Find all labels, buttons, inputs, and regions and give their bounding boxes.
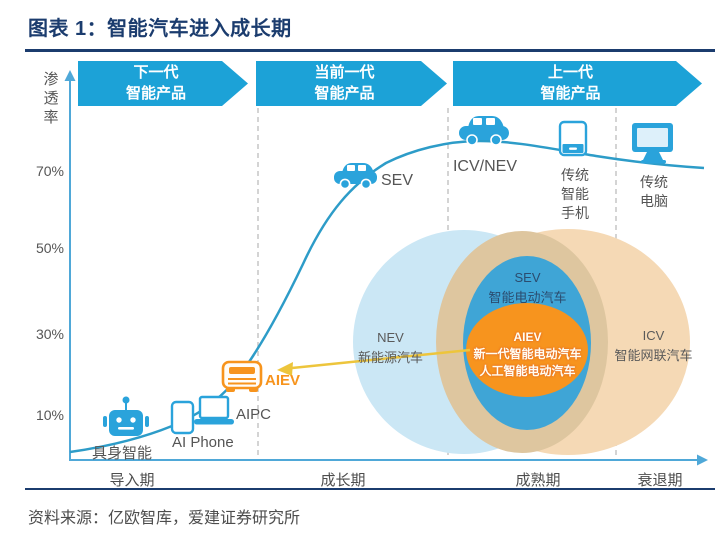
icv-nev-car-icon <box>459 116 509 146</box>
y-tick-30: 30% <box>35 326 64 342</box>
aiev-pointer-arrow <box>277 348 471 376</box>
y-tick-10: 10% <box>35 407 64 423</box>
aipc-label: AIPC <box>236 406 272 423</box>
banner-next-generation-label: 下一代 智能产品 <box>125 64 186 102</box>
embodied-ai-robot-icon <box>103 396 149 436</box>
traditional-pc-label: 传统 电脑 <box>640 174 668 209</box>
sev-label: SEV <box>381 172 414 189</box>
banner-current-generation: 当前一代 智能产品 <box>256 61 447 106</box>
source-note: 资料来源：亿欧智库，爱建证券研究所 <box>28 510 301 527</box>
venn-diagram <box>353 229 690 455</box>
traditional-smartphone-icon <box>558 120 588 157</box>
icv-nev-label: ICV/NEV <box>452 158 517 175</box>
venn-aiev-label: AIEV 新一代智能电动汽车 人工智能电动汽车 <box>473 330 582 378</box>
ai-phone-icon <box>170 400 195 435</box>
venn-aiev-core <box>466 303 588 397</box>
stage-maturity-label: 成熟期 <box>515 472 561 489</box>
y-axis-label: 渗 透 率 <box>43 71 59 126</box>
y-axis <box>64 70 76 461</box>
chart-bottom-rule <box>25 488 715 490</box>
y-tick-50: 50% <box>35 240 64 256</box>
stage-growth-label: 成长期 <box>320 472 366 489</box>
figure-title: 图表 1：智能汽车进入成长期 <box>28 18 292 40</box>
sev-car-icon <box>334 163 377 190</box>
venn-sev-label: SEV 智能电动汽车 <box>488 270 567 305</box>
traditional-pc-icon <box>632 123 673 164</box>
banner-current-generation-label: 当前一代 智能产品 <box>314 64 375 102</box>
traditional-smartphone-label: 传统 智能 手机 <box>561 167 589 221</box>
venn-icv-label: ICV 智能网联汽车 <box>614 328 693 363</box>
stage-introduction-label: 导入期 <box>109 472 155 489</box>
stage-decline-label: 衰退期 <box>637 472 683 489</box>
banner-next-generation: 下一代 智能产品 <box>78 61 248 106</box>
title-rule <box>25 49 715 52</box>
ai-phone-label: AI Phone <box>172 434 234 451</box>
banner-previous-generation-label: 上一代 智能产品 <box>540 64 601 102</box>
aiev-car-icon <box>221 360 263 392</box>
venn-nev-label: NEV 新能源汽车 <box>357 330 423 365</box>
x-axis <box>69 454 708 466</box>
y-tick-70: 70% <box>35 163 64 179</box>
embodied-ai-label: 具身智能 <box>92 445 153 462</box>
aipc-laptop-icon <box>194 395 234 425</box>
aiev-label: AIEV <box>265 372 301 389</box>
banner-previous-generation: 上一代 智能产品 <box>453 61 702 106</box>
